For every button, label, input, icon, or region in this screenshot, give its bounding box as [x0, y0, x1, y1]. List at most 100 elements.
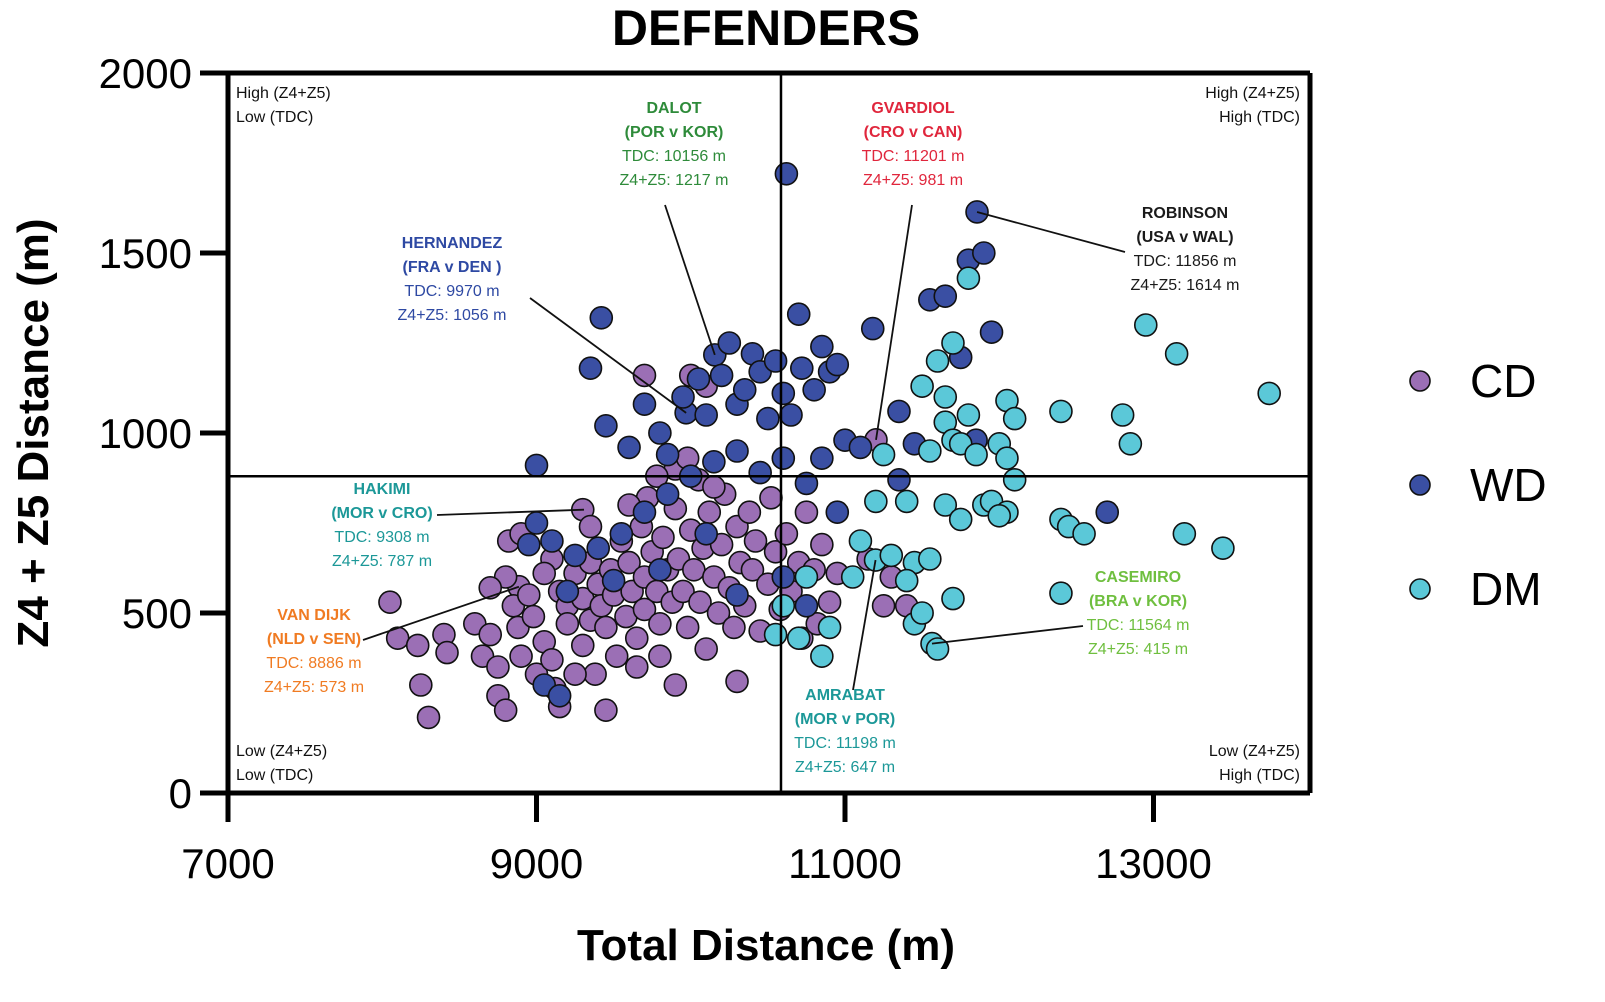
- point-cd-18: [516, 583, 541, 607]
- point-wd-24: [779, 403, 803, 427]
- point-dm-45: [1211, 536, 1235, 561]
- point-cd-55: [648, 644, 672, 669]
- annotation-robinson: ROBINSON (USA v WAL) TDC: 11856 m Z4+Z5: 16…: [976, 205, 1239, 294]
- point-cd-39: [594, 698, 618, 723]
- point-dm-43: [1072, 521, 1096, 546]
- point-dm-3: [1133, 313, 1158, 337]
- point-wd-5: [578, 356, 603, 381]
- point-cd-100: [871, 593, 896, 618]
- annotation-z45: Z4+Z5: 647 m: [795, 759, 895, 776]
- quadrant-labels: High (Z4+Z5) Low (TDC) High (Z4+Z5) High…: [236, 85, 1300, 784]
- player-annotations: DALOT (POR v KOR) TDC: 10156 m Z4+Z5: 1217 …: [264, 100, 1240, 776]
- annotation-z45: Z4+Z5: 573 m: [264, 679, 364, 696]
- annotation-match: (POR v KOR): [625, 124, 724, 141]
- point-cd-54: [648, 611, 672, 636]
- annotation-leader-line: [875, 204, 913, 440]
- point-dm-49: [810, 644, 834, 669]
- legend-label: CD: [1470, 355, 1536, 407]
- annotation-casemiro: CASEMIRO (BRA v KOR) TDC: 11564 m Z4+Z5: 41…: [931, 569, 1190, 658]
- point-cd-65: [682, 557, 706, 582]
- point-dm-27: [894, 489, 919, 514]
- point-wd-23: [771, 381, 796, 406]
- annotation-leader-line: [976, 211, 1126, 253]
- point-wd-39: [972, 241, 996, 265]
- point-wd-9: [632, 392, 657, 417]
- y-axis-ticks: 0 500 1000 1500 2000: [99, 50, 228, 817]
- x-tick-label: 13000: [1095, 840, 1212, 887]
- y-tick-label: 500: [122, 590, 192, 637]
- point-cd-11: [486, 655, 510, 679]
- annotation-gvardiol: GVARDIOL (CRO v CAN) TDC: 11201 m Z4+Z5: 98…: [862, 100, 964, 440]
- point-wd-53: [632, 500, 657, 525]
- annotation-tdc: TDC: 9308 m: [334, 529, 429, 546]
- point-cd-82: [743, 529, 768, 553]
- legend-marker: [1409, 578, 1431, 600]
- quadrant-top-left-line2: Low (TDC): [236, 109, 313, 126]
- annotation-match: (USA v WAL): [1136, 229, 1233, 246]
- legend-label: WD: [1470, 459, 1547, 511]
- point-cd-118: [493, 698, 518, 723]
- point-wd-11: [655, 442, 680, 467]
- annotation-tdc: TDC: 11564 m: [1087, 617, 1190, 634]
- point-wd-52: [655, 482, 680, 507]
- annotation-match: (MOR v CRO): [331, 505, 432, 522]
- point-wd-45: [810, 446, 834, 471]
- annotation-tdc: TDC: 11856 m: [1134, 253, 1237, 270]
- point-cd-10: [478, 622, 503, 647]
- point-wd-57: [540, 529, 564, 553]
- annotation-name: GVARDIOL: [871, 100, 954, 117]
- point-wd-67: [771, 565, 796, 589]
- annotation-z45: Z4+Z5: 415 m: [1088, 641, 1188, 658]
- point-dm-54: [840, 565, 865, 589]
- point-wd-4: [589, 305, 614, 330]
- point-dm-32: [894, 568, 919, 593]
- point-wd-32: [860, 316, 885, 341]
- point-dm-2: [1257, 381, 1281, 406]
- annotation-z45: Z4+Z5: 981 m: [863, 172, 963, 189]
- point-dm-47: [848, 529, 873, 553]
- point-cd-115: [663, 673, 688, 697]
- annotation-match: (MOR v POR): [795, 711, 895, 728]
- point-cd-47: [624, 626, 649, 651]
- point-cd-109: [532, 561, 557, 586]
- point-wd-13: [686, 367, 711, 391]
- point-dm-10: [956, 403, 981, 427]
- point-wd-43: [887, 467, 911, 492]
- point-wd-6: [524, 453, 549, 478]
- point-cd-108: [478, 575, 503, 600]
- point-cd-28: [555, 611, 580, 636]
- point-cd-5: [405, 633, 430, 658]
- x-tick-label: 11000: [788, 840, 902, 887]
- point-cd-50: [632, 597, 657, 622]
- y-tick-label: 1500: [99, 230, 192, 277]
- point-cd-42: [604, 644, 629, 669]
- quadrant-top-right-line2: High (TDC): [1219, 109, 1300, 126]
- annotation-match: (FRA v DEN ): [403, 259, 502, 276]
- point-cd-56: [651, 525, 675, 550]
- point-cd-72: [706, 601, 731, 625]
- point-cd-62: [671, 579, 695, 604]
- annotation-z45: Z4+Z5: 1217 m: [620, 172, 729, 189]
- point-wd-22: [763, 349, 788, 373]
- point-wd-62: [547, 683, 572, 708]
- point-dm-26: [987, 503, 1012, 528]
- point-dm-21: [948, 507, 973, 532]
- point-dm-8: [910, 374, 934, 399]
- annotation-tdc: TDC: 11198 m: [794, 735, 896, 752]
- point-wd-59: [516, 532, 541, 557]
- point-dm-37: [864, 489, 888, 514]
- plot-frame: [225, 70, 1313, 820]
- y-tick-label: 2000: [99, 50, 192, 97]
- point-dm-19: [964, 442, 988, 467]
- legend-item-cd: CD: [1409, 355, 1536, 407]
- point-dm-20: [933, 493, 958, 517]
- point-dm-52: [763, 622, 788, 647]
- point-wd-48: [748, 460, 772, 485]
- point-cd-117: [563, 662, 587, 687]
- point-wd-30: [825, 352, 850, 377]
- annotation-name: HAKIMI: [354, 481, 411, 498]
- series-cd: [378, 363, 919, 730]
- point-dm-4: [1164, 341, 1189, 366]
- point-cd-69: [694, 637, 718, 661]
